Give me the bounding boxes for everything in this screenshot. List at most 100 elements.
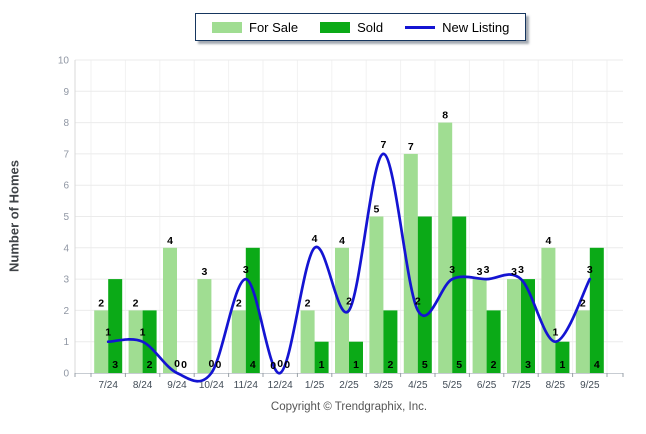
new-listing-value-label: 3 bbox=[243, 264, 249, 276]
new-listing-value-label: 0 bbox=[174, 358, 180, 370]
for-sale-value-label: 4 bbox=[167, 235, 173, 247]
bar-sold bbox=[349, 341, 363, 373]
x-tick-label: 9/25 bbox=[580, 380, 600, 391]
bar-for-sale bbox=[163, 247, 177, 373]
x-tick-label: 10/24 bbox=[199, 380, 224, 391]
bar-sold bbox=[589, 247, 604, 373]
new-listing-value-label: 4 bbox=[312, 233, 318, 245]
for-sale-value-label: 2 bbox=[133, 297, 139, 309]
legend: For Sale Sold New Listing bbox=[195, 13, 527, 41]
sold-value-label: 1 bbox=[319, 359, 325, 371]
for-sale-value-label: 4 bbox=[545, 235, 551, 247]
new-listing-value-label: 3 bbox=[587, 264, 593, 276]
bar-for-sale bbox=[403, 153, 418, 373]
x-tick-label: 4/25 bbox=[408, 380, 428, 391]
x-tick-label: 7/25 bbox=[511, 380, 531, 391]
bar-for-sale bbox=[438, 122, 453, 373]
for-sale-value-label: 2 bbox=[580, 297, 586, 309]
legend-label-new-listing: New Listing bbox=[442, 19, 510, 35]
y-tick-label: 0 bbox=[63, 369, 69, 380]
x-tick-label: 8/24 bbox=[133, 380, 153, 391]
sold-value-label: 1 bbox=[559, 359, 565, 371]
y-tick-label: 3 bbox=[63, 275, 69, 286]
legend-label-sold: Sold bbox=[357, 19, 384, 35]
x-tick-label: 3/25 bbox=[374, 380, 394, 391]
for-sale-value-label: 5 bbox=[373, 204, 379, 216]
y-tick-label: 4 bbox=[63, 243, 69, 254]
bar-sold bbox=[314, 341, 329, 373]
bar-for-sale bbox=[94, 310, 109, 373]
y-tick-label: 7 bbox=[63, 149, 69, 160]
bar-for-sale bbox=[300, 310, 315, 373]
bar-for-sale bbox=[128, 310, 143, 373]
new-listing-value-label: 3 bbox=[518, 264, 524, 276]
new-listing-value-label: 2 bbox=[415, 295, 421, 307]
for-sale-value-label: 3 bbox=[511, 266, 517, 278]
x-tick-label: 12/24 bbox=[268, 380, 293, 391]
sold-value-label: 2 bbox=[147, 359, 153, 371]
new-listing-value-label: 3 bbox=[484, 264, 490, 276]
sold-value-label: 1 bbox=[353, 359, 359, 371]
y-tick-label: 2 bbox=[63, 306, 69, 317]
x-tick-label: 1/25 bbox=[305, 380, 325, 391]
bar-for-sale bbox=[231, 310, 246, 373]
y-tick-label: 1 bbox=[63, 337, 69, 348]
y-tick-label: 10 bbox=[58, 56, 70, 67]
bar-for-sale bbox=[575, 310, 590, 373]
x-tick-label: 11/24 bbox=[234, 380, 259, 391]
for-sale-value-label: 3 bbox=[201, 266, 207, 278]
bar-for-sale bbox=[507, 279, 521, 373]
bar-sold bbox=[486, 310, 501, 373]
new-listing-value-label: 2 bbox=[346, 295, 352, 307]
y-tick-label: 9 bbox=[63, 87, 69, 98]
bar-for-sale bbox=[197, 279, 212, 373]
x-tick-label: 9/24 bbox=[167, 380, 187, 391]
sold-value-label: 3 bbox=[112, 359, 118, 371]
legend-item-new-listing: New Listing bbox=[405, 20, 509, 35]
for-sale-swatch-icon bbox=[212, 21, 242, 33]
sold-value-label: 2 bbox=[491, 359, 497, 371]
x-tick-label: 2/25 bbox=[339, 380, 359, 391]
new-listing-value-label: 0 bbox=[277, 358, 283, 370]
for-sale-value-label: 4 bbox=[339, 235, 345, 247]
legend-item-sold: Sold bbox=[320, 20, 383, 35]
copyright-text: Copyright © Trendgraphix, Inc. bbox=[270, 401, 428, 413]
bar-for-sale bbox=[472, 279, 487, 373]
x-tick-label: 7/24 bbox=[98, 380, 118, 391]
bar-sold bbox=[555, 341, 570, 373]
new-listing-value-label: 1 bbox=[552, 327, 558, 339]
sold-value-label: 5 bbox=[456, 359, 462, 371]
sold-value-label: 0 bbox=[284, 359, 290, 371]
for-sale-value-label: 2 bbox=[236, 297, 242, 309]
bar-sold bbox=[417, 216, 432, 373]
x-tick-label: 5/25 bbox=[442, 380, 462, 391]
new-listing-line-icon bbox=[405, 25, 436, 29]
bar-sold bbox=[108, 279, 123, 373]
sold-swatch-icon bbox=[320, 21, 351, 33]
legend-label-for-sale: For Sale bbox=[249, 19, 299, 35]
sold-value-label: 4 bbox=[594, 359, 600, 371]
for-sale-value-label: 3 bbox=[477, 266, 483, 278]
new-listing-value-label: 1 bbox=[105, 327, 111, 339]
y-tick-label: 6 bbox=[63, 181, 69, 192]
for-sale-value-label: 7 bbox=[408, 141, 414, 153]
bar-sold bbox=[245, 247, 260, 373]
bar-for-sale bbox=[541, 247, 556, 373]
bar-for-sale bbox=[369, 216, 384, 373]
bar-sold bbox=[142, 310, 157, 373]
new-listing-line bbox=[106, 152, 592, 383]
bar-sold bbox=[521, 279, 535, 373]
bar-sold bbox=[452, 216, 467, 373]
for-sale-value-label: 0 bbox=[270, 360, 276, 372]
for-sale-value-label: 2 bbox=[305, 297, 311, 309]
sold-value-label: 0 bbox=[215, 359, 221, 371]
new-listing-value-label: 3 bbox=[449, 264, 455, 276]
sold-value-label: 0 bbox=[181, 359, 187, 371]
for-sale-value-label: 2 bbox=[98, 297, 104, 309]
new-listing-value-label: 0 bbox=[208, 358, 214, 370]
x-tick-label: 6/25 bbox=[477, 380, 497, 391]
sold-value-label: 2 bbox=[387, 359, 393, 371]
sold-value-label: 4 bbox=[250, 359, 256, 371]
